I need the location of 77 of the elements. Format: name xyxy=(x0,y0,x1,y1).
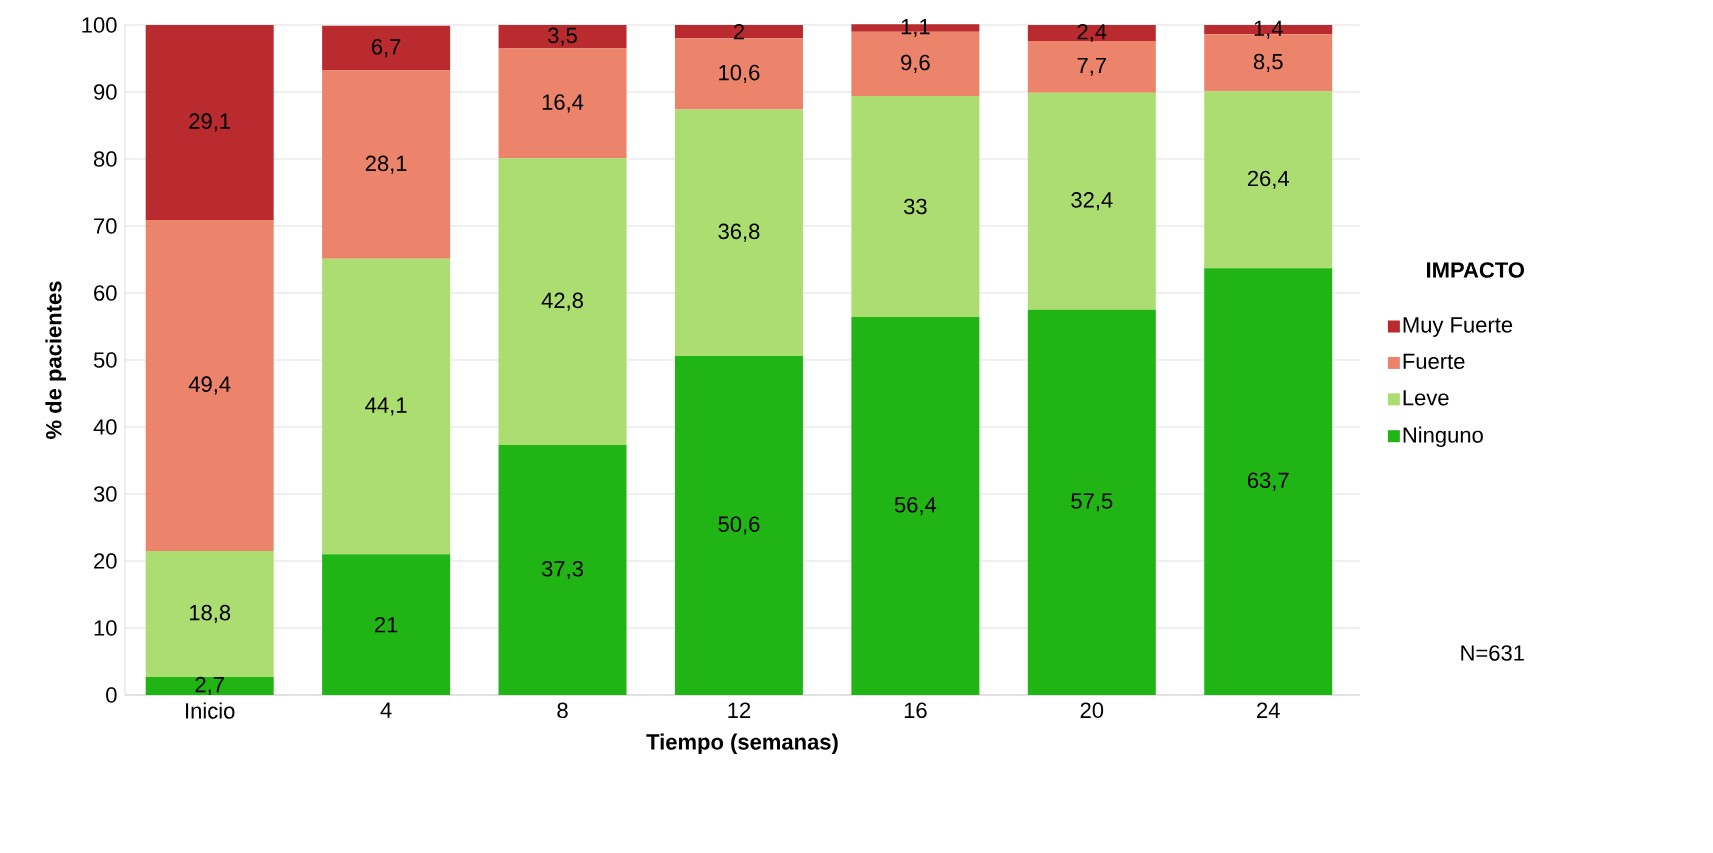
bar xyxy=(851,317,980,695)
bar xyxy=(498,445,627,695)
y-tick-label: 50 xyxy=(93,352,117,368)
data-label: 36,8 xyxy=(718,223,760,242)
data-label: 7,7 xyxy=(1077,57,1106,76)
bar xyxy=(674,38,803,110)
y-tick-label: 0 xyxy=(106,687,117,703)
data-label: 63,7 xyxy=(1247,472,1289,491)
data-label: 49,4 xyxy=(188,376,231,395)
data-label: 44,1 xyxy=(365,397,407,416)
bar xyxy=(498,24,627,49)
data-label: 9,6 xyxy=(901,54,930,73)
data-label: 32,4 xyxy=(1071,192,1113,211)
data-label: 1,1 xyxy=(901,19,930,37)
x-tick-label: Inicio xyxy=(186,702,235,719)
bar xyxy=(498,158,627,446)
x-axis-title: Tiempo (semanas) xyxy=(646,733,838,755)
y-tick-label: 100 xyxy=(82,17,117,33)
bar xyxy=(1204,268,1333,695)
data-label: 42,8 xyxy=(541,292,583,311)
y-tick-label: 20 xyxy=(94,553,117,569)
data-label: 57,5 xyxy=(1071,493,1113,512)
data-label: 2,7 xyxy=(195,676,224,696)
data-label: 6,7 xyxy=(371,39,401,58)
bar xyxy=(145,219,274,551)
y-tick-label: 10 xyxy=(94,620,117,636)
bar xyxy=(1204,91,1333,269)
data-label: 3,5 xyxy=(548,27,577,46)
bar xyxy=(674,355,803,695)
data-label: 16,4 xyxy=(542,94,584,113)
data-label: 26,4 xyxy=(1247,170,1289,189)
data-label: 18,8 xyxy=(189,604,231,623)
y-tick-label: 40 xyxy=(93,419,117,435)
x-tick-label: 8 xyxy=(557,702,568,719)
y-tick-label: 60 xyxy=(94,285,117,301)
data-label: 2,4 xyxy=(1077,23,1107,43)
bar xyxy=(145,24,274,220)
legend-label: Ninguno xyxy=(1403,426,1483,448)
y-tick-label: 90 xyxy=(94,84,117,100)
bar xyxy=(674,24,803,39)
bar xyxy=(322,25,451,71)
legend-label: Leve xyxy=(1403,390,1449,406)
data-label: 37,3 xyxy=(541,560,583,580)
bar xyxy=(498,48,627,159)
y-axis-title: % de pacientes xyxy=(45,281,66,439)
x-tick-label: 16 xyxy=(904,702,927,719)
data-label: 29,1 xyxy=(189,113,231,132)
data-label: 28,1 xyxy=(365,155,407,174)
data-label: 56,4 xyxy=(894,496,937,516)
text: N=631 xyxy=(1461,645,1524,661)
legend-label: Muy Fuerte xyxy=(1403,317,1513,337)
bar xyxy=(851,96,980,318)
y-tick-label: 80 xyxy=(93,151,117,167)
bar xyxy=(674,109,803,356)
legend-title: IMPACTO xyxy=(1427,262,1525,278)
data-label: 33 xyxy=(903,198,927,215)
bar xyxy=(322,554,451,695)
bar xyxy=(1027,41,1156,93)
y-tick-label: 30 xyxy=(93,486,117,502)
bar xyxy=(145,550,274,677)
x-tick-label: 24 xyxy=(1257,702,1280,718)
x-tick-label: 12 xyxy=(728,702,751,718)
data-label: 2 xyxy=(733,24,744,40)
x-tick-label: 20 xyxy=(1080,702,1104,719)
data-label: 8,5 xyxy=(1253,53,1283,72)
legend-label: Fuerte xyxy=(1403,353,1465,370)
data-label: 10,6 xyxy=(719,64,760,83)
bar xyxy=(1027,24,1156,42)
bar xyxy=(322,258,451,555)
data-label: 21 xyxy=(374,616,398,633)
bar xyxy=(322,70,451,259)
bar xyxy=(1027,92,1156,310)
bar xyxy=(1027,309,1156,695)
y-tick-label: 70 xyxy=(94,218,117,234)
data-label: 50,6 xyxy=(718,516,760,535)
x-tick-label: 4 xyxy=(380,702,392,718)
bar xyxy=(145,676,274,695)
